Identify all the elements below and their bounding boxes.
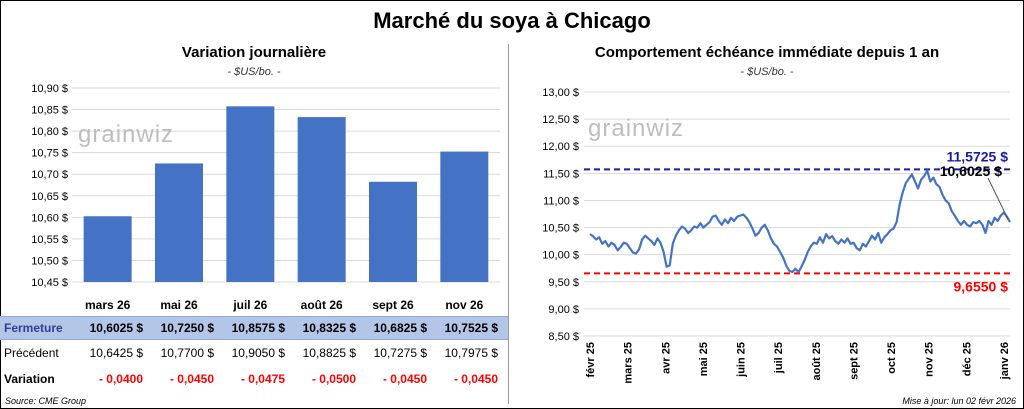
closing-cell: 10,6825 $ <box>373 321 427 335</box>
line-chart-title: Comportement échéance immédiate depuis 1… <box>594 44 940 61</box>
source-note: Source: CME Group <box>5 396 87 406</box>
bar-x-tick-label: mai 26 <box>160 298 198 312</box>
bar-x-tick-label: juil 26 <box>232 298 267 312</box>
bar-y-tick-label: 10,70 $ <box>31 169 68 181</box>
closing-cell: 10,7250 $ <box>160 321 214 335</box>
variation-cell: - 0,0450 <box>169 372 214 386</box>
line-x-tick-label: juil 25 <box>773 342 785 374</box>
bar <box>297 117 346 282</box>
previous-cell: 10,6425 $ <box>89 346 143 360</box>
line-y-tick-label: 12,50 $ <box>542 114 579 126</box>
bar-x-tick-label: août 26 <box>301 298 343 312</box>
line-chart-unit: - $US/bo. - <box>740 66 794 78</box>
variation-cell: - 0,0450 <box>453 372 498 386</box>
row-label-closing: Fermeture <box>4 321 63 335</box>
line-x-tick-label: févr 25 <box>585 342 597 377</box>
table-row-variation: Variation - 0,0400 - 0,0450 - 0,0475 - 0… <box>0 368 508 390</box>
bar-chart-title: Variation journalière <box>181 44 327 61</box>
line-y-tick-label: 10,50 $ <box>542 223 579 235</box>
line-x-tick-label: janv 26 <box>999 342 1011 380</box>
line-x-tick-label: oct 25 <box>886 342 898 374</box>
bar-x-tick-label: mars 26 <box>85 298 131 312</box>
previous-cell: 10,7275 $ <box>373 346 427 360</box>
grainwiz-watermark: grainwiz <box>588 115 684 142</box>
line-y-tick-label: 9,50 $ <box>548 277 579 289</box>
previous-cell: 10,8825 $ <box>302 346 356 360</box>
bar-y-tick-label: 10,80 $ <box>31 126 68 138</box>
line-x-tick-label: nov 25 <box>924 342 936 377</box>
line-x-tick-label: déc 25 <box>961 342 973 376</box>
line-y-tick-label: 11,00 $ <box>543 195 579 207</box>
line-x-tick-label: juin 25 <box>736 342 748 378</box>
bar <box>83 216 132 282</box>
bar-y-tick-label: 10,90 $ <box>31 83 68 95</box>
last-value-label: 10,6025 $ <box>940 163 1002 179</box>
line-x-tick-label: août 25 <box>811 342 823 381</box>
line-y-tick-label: 13,00 $ <box>542 87 579 99</box>
bar-y-tick-label: 10,60 $ <box>31 212 68 224</box>
bar <box>155 163 203 282</box>
page-title: Marché du soya à Chicago <box>373 8 651 33</box>
previous-cell: 10,9050 $ <box>231 346 285 360</box>
variation-cell: - 0,0500 <box>311 372 356 386</box>
line-y-tick-label: 12,00 $ <box>542 141 579 153</box>
panel-divider <box>508 44 509 404</box>
line-x-tick-label: sept 25 <box>848 342 860 380</box>
closing-cell: 10,6025 $ <box>89 321 143 335</box>
grainwiz-watermark: grainwiz <box>78 121 174 148</box>
closing-cell: 10,8325 $ <box>302 321 356 335</box>
bar-y-tick-label: 10,55 $ <box>31 234 68 246</box>
bar-y-tick-label: 10,75 $ <box>31 148 68 160</box>
last-value-leader <box>987 177 1009 220</box>
line-y-tick-label: 9,00 $ <box>548 304 579 316</box>
variation-cell: - 0,0450 <box>382 372 427 386</box>
bar <box>369 181 417 282</box>
bar-chart-unit: - $US/bo. - <box>227 66 281 78</box>
table-row-closing: Fermeture 10,6025 $ 10,7250 $ 10,8575 $ … <box>0 316 508 340</box>
line-y-tick-label: 10,00 $ <box>542 250 579 262</box>
bar <box>226 106 275 282</box>
bar <box>440 151 489 282</box>
bar-x-tick-label: sept 26 <box>372 298 414 312</box>
bar-y-tick-label: 10,45 $ <box>31 277 68 289</box>
update-date: Mise à jour: lun 02 févr 2026 <box>902 396 1016 406</box>
high-value-label: 11,5725 $ <box>946 148 1008 164</box>
low-value-label: 9,6550 $ <box>954 278 1009 294</box>
line-y-tick-label: 8,50 $ <box>548 331 579 343</box>
line-x-tick-label: mars 25 <box>623 342 635 384</box>
row-label-variation: Variation <box>4 372 55 386</box>
price-line <box>589 169 1011 274</box>
line-y-tick-label: 11,50 $ <box>543 168 579 180</box>
line-x-tick-label: mai 25 <box>698 342 710 376</box>
variation-cell: - 0,0475 <box>240 372 285 386</box>
closing-cell: 10,8575 $ <box>231 321 285 335</box>
table-row-previous: Précédent 10,6425 $ 10,7700 $ 10,9050 $ … <box>0 342 508 364</box>
closing-cell: 10,7525 $ <box>444 321 498 335</box>
line-x-tick-label: avr 25 <box>660 342 672 374</box>
previous-cell: 10,7975 $ <box>444 346 498 360</box>
bar-x-tick-label: nov 26 <box>445 298 483 312</box>
previous-cell: 10,7700 $ <box>160 346 214 360</box>
bar-y-tick-label: 10,85 $ <box>31 105 68 117</box>
row-label-previous: Précédent <box>4 346 59 360</box>
variation-cell: - 0,0400 <box>98 372 143 386</box>
bar-y-tick-label: 10,65 $ <box>31 191 68 203</box>
bar-y-tick-label: 10,50 $ <box>31 255 68 267</box>
